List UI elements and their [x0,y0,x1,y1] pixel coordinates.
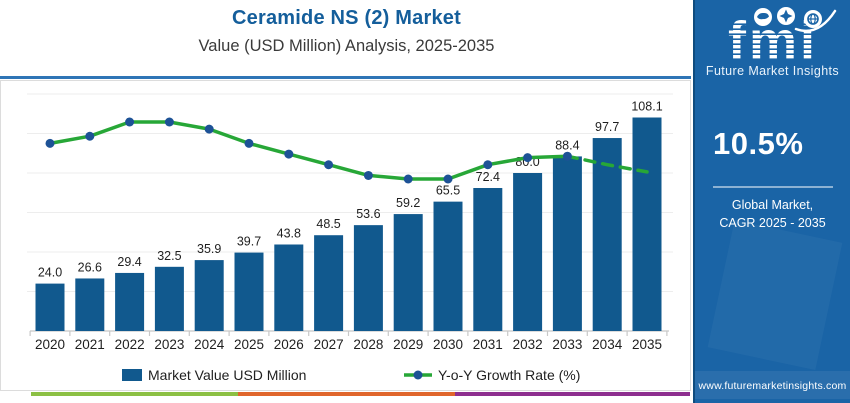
bar-2026 [274,244,304,331]
market-value-chart: 24.0 2020 26.6 2021 29.4 2022 32.5 2023 35.9 2024… [27,93,673,383]
x-axis-label: 2023 [154,337,184,352]
bar-value-label: 29.4 [117,255,141,269]
x-axis-label: 2029 [393,337,423,352]
legend-bar-label: Market Value USD Million [148,367,306,383]
x-axis-label: 2030 [433,337,463,352]
bar-2024 [194,260,224,331]
globe-icon [804,10,822,28]
cagr-caption-line1: Global Market, [731,198,814,212]
x-axis-label: 2025 [234,337,264,352]
cagr-caption: Global Market, CAGR 2025 - 2035 [695,196,850,232]
growth-marker [443,174,453,184]
bar-2020 [35,283,65,331]
bar-2032 [513,173,543,331]
growth-marker [363,170,373,180]
growth-line-solid [49,120,568,181]
bar-value-label: 32.5 [157,249,181,263]
growth-marker [45,138,55,148]
logo-subtext: Future Market Insights [705,64,840,78]
bar-2027 [314,235,344,331]
bar-value-label: 88.4 [555,138,579,152]
sidebar-panel: fmi Future Market Insights 10.5% Global … [693,0,850,403]
x-axis-label: 2021 [75,337,105,352]
bar-value-label: 65.5 [436,184,460,198]
x-axis-label: 2033 [552,337,582,352]
bar-value-label: 43.8 [277,226,301,240]
fmi-logo-graphic: fmi [728,7,837,71]
compass-icon [777,7,795,25]
growth-marker [324,160,334,170]
footer-strip-green [31,392,238,396]
bar-value-label: 39.7 [237,235,261,249]
bar-2033 [552,156,582,331]
bar-value-label: 97.7 [595,120,619,134]
logo-text: fmi [728,11,818,67]
x-axis-label: 2022 [115,337,145,352]
bar-2025 [234,252,264,331]
x-axis-label: 2034 [592,337,623,352]
website-url: www.futuremarketinsights.com [698,380,847,392]
bar-value-label: 108.1 [631,100,662,114]
growth-marker [164,117,174,127]
growth-marker [562,151,572,161]
x-axis-label: 2020 [35,337,65,352]
growth-marker [523,153,533,163]
sidebar-watermark [707,219,843,371]
cagr-caption-line2: CAGR 2025 - 2035 [719,216,826,231]
chart-header: Ceramide NS (2) Market Value (USD Millio… [0,0,693,56]
x-axis-label: 2026 [274,337,304,352]
x-axis-label: 2032 [513,337,543,352]
x-axis-label: 2028 [353,337,383,352]
logo-swoosh [794,9,837,33]
legend-line-marker [413,370,423,380]
growth-marker [284,149,294,159]
bar-value-label: 26.6 [78,260,102,274]
page-subtitle: Value (USD Million) Analysis, 2025-2035 [198,37,495,55]
growth-marker [204,124,214,134]
x-axis-label: 2027 [314,337,344,352]
sidebar-divider [713,186,833,188]
bar-value-label: 59.2 [396,196,420,210]
cagr-value: 10.5% [713,126,804,161]
growth-line-dashed [565,154,649,174]
legend-line-label: Y-o-Y Growth Rate (%) [438,367,580,383]
bar-2035 [632,117,662,331]
website-band: www.futuremarketinsights.com [695,371,850,399]
map-icon [754,8,772,26]
chart-card: 24.0 2020 26.6 2021 29.4 2022 32.5 2023 35.9 2024… [0,80,691,391]
bar-2028 [353,225,383,331]
x-axis-label: 2035 [632,337,662,352]
bar-value-label: 24.0 [38,266,62,280]
page-title: Ceramide NS (2) Market [232,7,461,29]
bar-value-label: 48.5 [316,217,340,231]
growth-marker [85,131,95,141]
bar-2034 [592,138,622,331]
x-axis-label: 2024 [194,337,225,352]
bar-2021 [75,278,105,331]
bar-value-label: 35.9 [197,242,221,256]
bar-2029 [393,214,423,331]
bar-value-label: 72.4 [476,170,500,184]
x-axis-label: 2031 [473,337,503,352]
bar-value-label: 53.6 [356,207,380,221]
bar-2023 [154,266,184,331]
title-divider-rule [0,76,691,79]
fmi-logo: fmi [708,5,838,71]
growth-marker [244,138,254,148]
growth-marker [483,160,493,170]
legend-bar-swatch [122,369,142,381]
growth-marker [125,117,135,127]
bar-2030 [433,201,463,331]
bar-2022 [115,272,145,331]
bar-2031 [473,188,503,331]
growth-marker [403,174,413,184]
footer-strip-purple [455,392,690,396]
footer-strip-orange [238,392,455,396]
